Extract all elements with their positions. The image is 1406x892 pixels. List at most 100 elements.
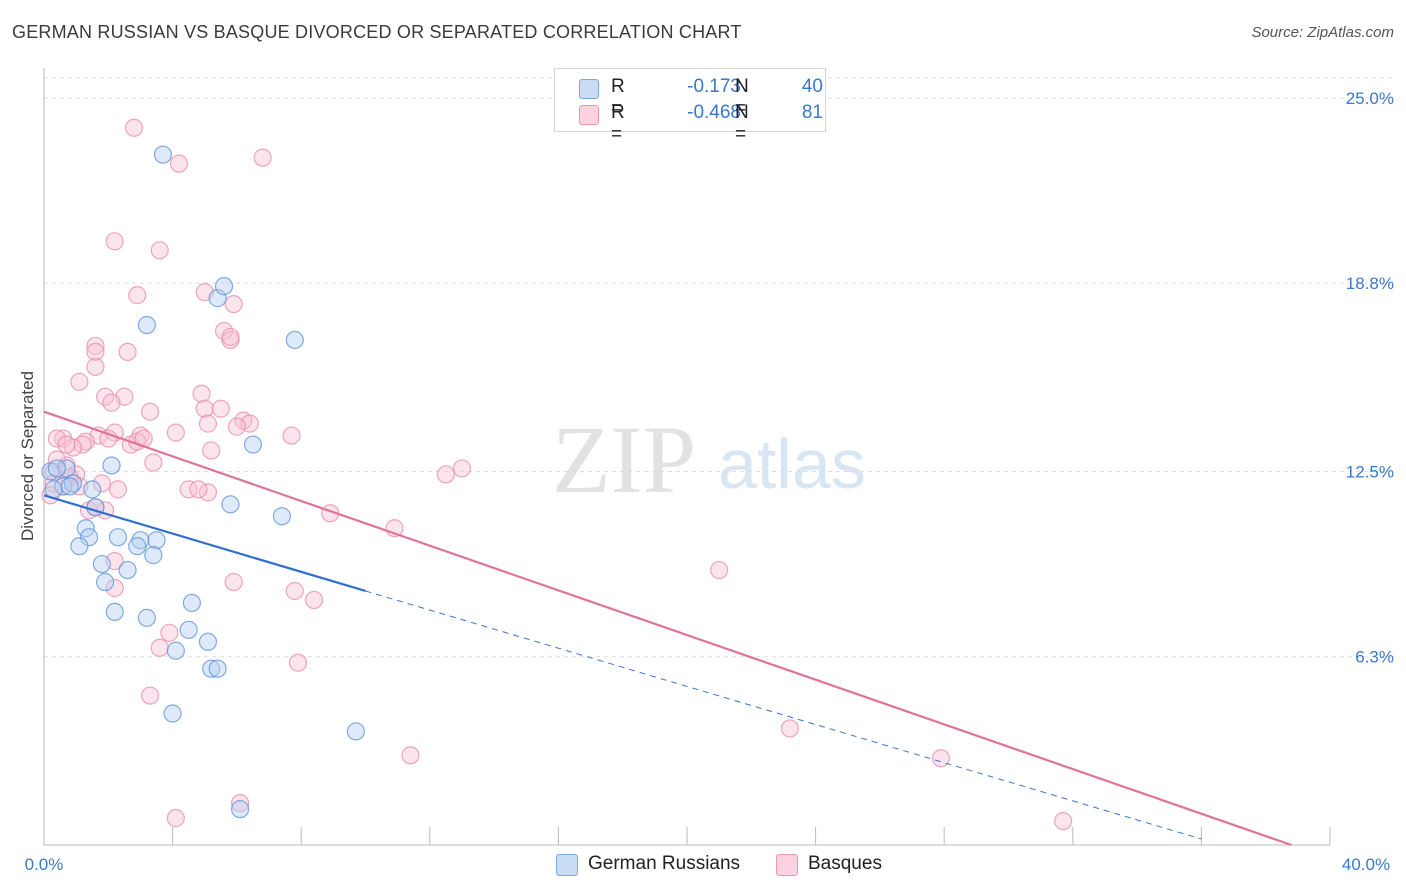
data-point: [160, 623, 179, 642]
y-tick-labels: 6.3% 12.5% 18.8% 25.0%: [1346, 89, 1394, 667]
data-point: [144, 546, 163, 565]
trend-lines: [43, 410, 1292, 847]
legend-r-label: R =: [611, 76, 625, 119]
data-point: [202, 659, 221, 678]
data-point: [86, 357, 105, 376]
data-point: [710, 560, 729, 580]
data-point: [401, 746, 420, 765]
trend-line-basques: [43, 410, 1292, 847]
data-point: [124, 118, 144, 137]
legend-swatch-blue: [579, 79, 599, 99]
data-point: [166, 641, 185, 660]
data-point: [224, 572, 243, 592]
source-credit: Source: ZipAtlas.com: [1251, 24, 1394, 41]
data-point: [63, 474, 83, 493]
y-axis-label: Divorced or Separated: [18, 371, 37, 541]
data-point: [211, 399, 230, 418]
data-point: [304, 590, 324, 610]
data-point: [70, 537, 89, 556]
data-point: [105, 578, 124, 598]
data-point: [140, 686, 160, 705]
data-point: [221, 327, 240, 347]
data-point: [140, 402, 160, 421]
data-point: [231, 800, 250, 819]
data-point: [931, 749, 951, 768]
data-point: [128, 537, 147, 556]
data-point: [47, 459, 66, 478]
data-point: [102, 456, 121, 475]
data-point: [108, 528, 128, 547]
data-point: [272, 507, 292, 526]
data-point: [147, 531, 166, 550]
watermark-atlas: atlas: [718, 425, 866, 503]
data-point: [243, 435, 263, 454]
data-point: [288, 653, 308, 672]
data-point: [83, 480, 102, 499]
data-point: [198, 414, 218, 433]
data-point: [231, 794, 250, 813]
legend-r-value: -0.173: [687, 76, 741, 97]
data-point: [202, 441, 221, 460]
data-point: [150, 638, 169, 657]
data-point: [118, 342, 137, 362]
correlation-legend: R = -0.173 N = 40 R = -0.468 N = 81: [554, 68, 826, 145]
data-point: [144, 453, 163, 472]
legend-r-value: -0.468: [687, 102, 741, 123]
data-point: [346, 722, 365, 741]
basques-points: [41, 118, 1073, 831]
y-tick-label: 25.0%: [1346, 89, 1394, 108]
data-point: [118, 560, 137, 580]
y-tick-label: 18.8%: [1346, 274, 1394, 293]
data-point: [108, 480, 128, 499]
data-point: [99, 429, 118, 448]
bottom-legend-swatch-pink: [776, 854, 798, 876]
data-point: [102, 393, 121, 412]
x-ticks: [43, 827, 1331, 845]
legend-r-label: R =: [611, 102, 625, 145]
legend-n-label: N =: [735, 76, 749, 119]
data-point: [128, 286, 147, 305]
data-point: [221, 495, 240, 514]
legend-n-value: 40: [801, 76, 823, 97]
german-russians-points: [41, 145, 365, 819]
data-point: [153, 145, 173, 164]
data-point: [198, 632, 218, 651]
data-point: [253, 148, 272, 167]
data-point: [92, 554, 111, 574]
data-point: [1054, 811, 1073, 831]
data-point: [780, 719, 799, 738]
data-point: [150, 241, 169, 260]
data-point: [137, 315, 156, 335]
chart-title: GERMAN RUSSIAN VS BASQUE DIVORCED OR SEP…: [12, 22, 742, 42]
data-point: [282, 426, 301, 445]
data-point: [86, 336, 105, 356]
data-point: [137, 608, 156, 627]
data-point: [452, 459, 472, 478]
bottom-legend-label: Basques: [808, 853, 882, 874]
data-point: [105, 602, 124, 622]
data-point: [436, 465, 455, 484]
y-tick-label: 12.5%: [1346, 462, 1394, 481]
data-point: [57, 435, 76, 454]
bottom-legend-swatch-blue: [556, 854, 578, 876]
data-point: [169, 154, 189, 173]
data-point: [92, 474, 111, 493]
data-point: [95, 572, 115, 592]
trend-line-german-russians: [43, 494, 366, 593]
data-point: [208, 659, 227, 678]
data-point: [105, 232, 124, 251]
data-point: [179, 620, 198, 639]
data-point: [224, 294, 243, 314]
bottom-legend-label: German Russians: [588, 853, 741, 874]
x-tick-label-min: 0.0%: [25, 855, 64, 874]
y-tick-label: 6.3%: [1355, 648, 1394, 667]
data-point: [182, 593, 201, 613]
data-point: [179, 480, 198, 499]
data-point: [86, 342, 105, 362]
data-point: [214, 277, 234, 296]
data-point: [285, 581, 304, 601]
data-point: [166, 423, 185, 442]
data-point: [227, 417, 246, 436]
data-point: [192, 384, 211, 403]
